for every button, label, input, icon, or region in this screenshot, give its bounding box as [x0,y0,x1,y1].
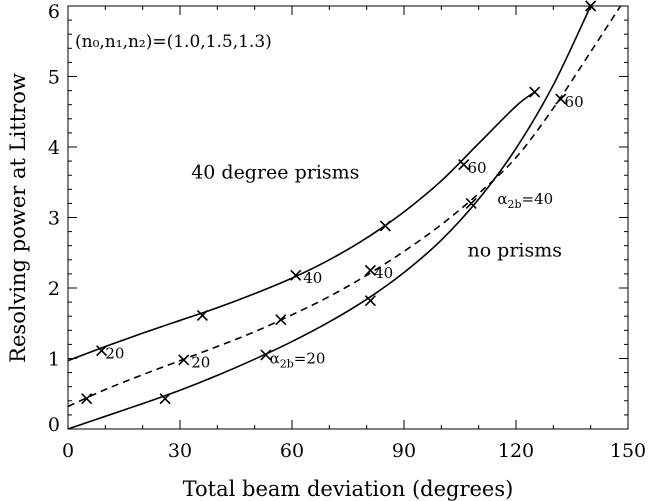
annotation-label: 20 [191,354,210,372]
series-group [67,5,622,430]
annotation-label: 20 [105,345,124,363]
y-tick-label: 3 [48,208,60,230]
x-tick-label: 120 [498,440,534,462]
annotation-label: 40 [303,269,322,287]
annotation-label: 60 [467,159,486,177]
data-point-marker [364,295,376,307]
data-point-marker [290,269,302,281]
axis-ticks: 0 30 60 90 120 150 0 1 2 3 4 5 6 [48,1,646,462]
series-line-2 [67,5,592,430]
y-tick-label: 1 [48,349,60,371]
data-point-marker [379,220,391,232]
y-tick-label: 2 [48,278,60,300]
data-point-marker [458,159,470,171]
x-tick-label: 0 [62,440,74,462]
y-tick-label: 0 [48,414,60,436]
annotation-label: α2b=40 [497,190,553,211]
y-axis-label: Resolving power at Littrow [6,73,30,363]
x-tick-label: 90 [392,440,416,462]
series-line-0 [67,91,536,362]
annotation-label: no prisms [467,239,562,261]
data-point-marker [81,393,93,405]
markers-group [81,0,597,405]
data-point-marker [178,354,190,366]
annotation-label: 40 degree prisms [191,162,359,184]
annotation-label: 60 [565,93,584,111]
y-tick-label: 4 [48,137,60,159]
annotation-label: 40 [374,264,393,282]
x-tick-label: 150 [610,440,646,462]
annotation-label: α2b=20 [270,349,326,370]
data-point-marker [96,345,108,357]
annotations-group: 40 degree prisms no prisms 20 20 40 40 60 60 α2b… [105,93,583,372]
data-point-marker [159,393,171,405]
data-point-marker [585,0,597,12]
data-point-marker [465,197,477,209]
data-point-marker [196,309,208,322]
x-tick-label: 60 [280,440,304,462]
data-point-marker [364,264,376,276]
plot-frame [67,5,629,430]
data-point-marker [260,349,272,361]
x-axis-label: Total beam deviation (degrees) [183,477,514,501]
y-tick-label: 6 [48,1,60,23]
series-line-1 [67,5,622,408]
data-point-marker [529,86,541,98]
data-point-marker [275,314,287,326]
y-tick-label: 5 [48,67,60,89]
parameter-note: (n₀,n₁,n₂)=(1.0,1.5,1.3) [75,32,272,52]
data-point-marker [555,93,567,105]
x-tick-label: 30 [168,440,192,462]
